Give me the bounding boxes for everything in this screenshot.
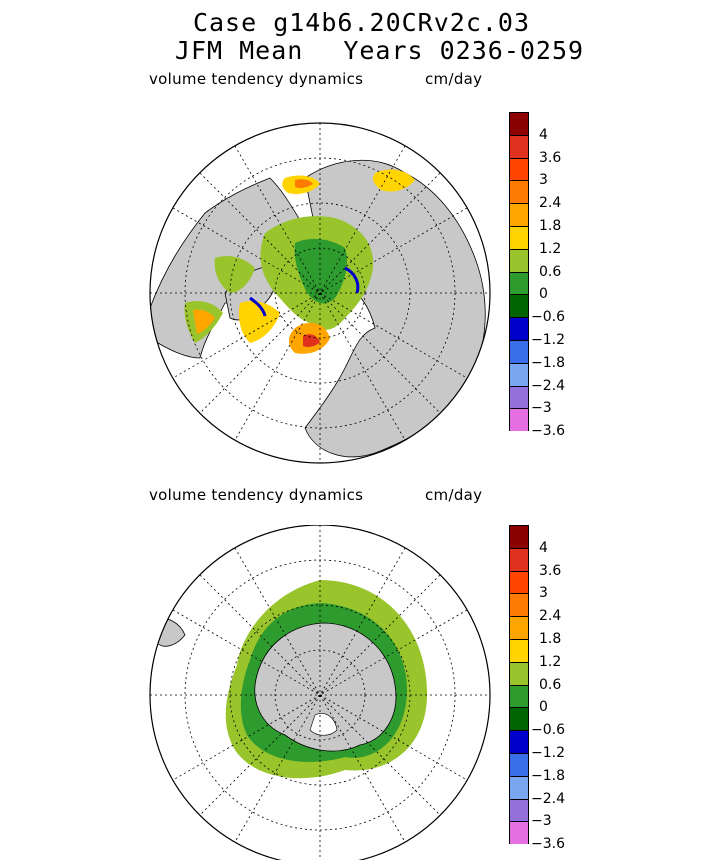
colorbar-label: 3 <box>539 172 548 189</box>
colorbar-label: −0.6 <box>531 722 565 739</box>
colorbar-label: −1.2 <box>531 332 565 348</box>
colorbar-swatch <box>509 638 529 662</box>
colorbar-swatch <box>509 525 529 548</box>
colorbar-swatch <box>509 661 529 685</box>
colorbar-label: 3.6 <box>539 149 562 166</box>
colorbar-swatch <box>509 730 529 753</box>
bering-edge <box>295 179 313 188</box>
north-polar-map <box>149 122 491 464</box>
colorbar-label: 1.8 <box>539 218 562 234</box>
colorbar-label: −1.2 <box>531 745 565 761</box>
colorbar-label: −1.8 <box>531 354 565 371</box>
colorbar-swatch <box>509 775 529 799</box>
colorbar-north: 4 3.6 3 2.4 1.8 1.2 0.6 0 −0.6 −1.2 −1.8 −2.4 −3 −3.6 <box>509 112 565 438</box>
figure-title: Case g14b6.20CRv2c.03 <box>192 8 531 37</box>
antarctica-land <box>254 622 397 752</box>
colorbar-swatch <box>509 225 529 249</box>
colorbar-label: −2.4 <box>531 790 565 807</box>
arctic-ice-dark <box>294 238 347 304</box>
ross-sea-white <box>309 713 338 736</box>
graticule-north <box>150 123 490 463</box>
colorbar-swatch <box>509 317 529 340</box>
colorbar-swatch <box>509 684 529 708</box>
colorbar-label: 0.6 <box>539 263 562 280</box>
colorbar-label: 1.2 <box>539 653 562 670</box>
colorbar-swatch <box>509 134 529 158</box>
colorbar-south: 4 3.6 3 2.4 1.8 1.2 0.6 0 −0.6 −1.2 −1.8 −2.4 −3 −3.6 <box>509 525 565 851</box>
figure-subtitle: JFM Mean Years 0236-0259 <box>18 37 723 65</box>
colorbar-label: 4 <box>539 126 548 143</box>
panel2-units-label: cm/day <box>425 486 483 504</box>
colorbar-label: 1.2 <box>539 240 562 257</box>
okhotsk-ice <box>373 169 415 192</box>
colorbar-label: 4 <box>539 539 548 556</box>
colorbar-swatch <box>509 385 529 409</box>
colorbar-label: 3 <box>539 585 548 602</box>
graticule-south <box>150 525 490 860</box>
colorbar-label: −1.8 <box>531 767 565 784</box>
colorbar-label: 0 <box>539 286 548 303</box>
baffin-ice <box>238 301 280 343</box>
panel1-variable-label: volume tendency dynamics <box>149 70 364 88</box>
colorbar-swatch <box>509 616 529 639</box>
colorbar-label: 2.4 <box>539 608 562 625</box>
colorbar-swatch <box>509 752 529 776</box>
barents-red <box>303 334 320 347</box>
panel1-units-label: cm/day <box>425 70 483 88</box>
colorbar-swatch <box>509 362 529 386</box>
hudson-bay-ice <box>214 256 255 293</box>
colorbar-swatch <box>509 798 529 822</box>
colorbar-label: −3.6 <box>531 423 565 440</box>
years-label: Years 0236-0259 <box>343 36 585 65</box>
colorbar-swatch <box>509 547 529 571</box>
colorbar-label: 1.8 <box>539 631 562 647</box>
panel2-variable-label: volume tendency dynamics <box>149 486 364 504</box>
colorbar-swatch <box>509 180 529 204</box>
colorbar-swatch <box>509 707 529 731</box>
colorbar-swatch <box>509 593 529 617</box>
colorbar-swatch <box>509 112 529 135</box>
colorbar-label: 3.6 <box>539 562 562 579</box>
colorbar-swatch <box>509 203 529 226</box>
colorbar-label: 2.4 <box>539 195 562 212</box>
colorbar-label: −3 <box>531 400 552 417</box>
colorbar-label: 0 <box>539 699 548 716</box>
colorbar-swatch <box>509 248 529 272</box>
colorbar-swatch <box>509 271 529 295</box>
colorbar-swatch <box>509 294 529 318</box>
colorbar-swatch <box>509 339 529 363</box>
colorbar-swatch <box>509 408 529 432</box>
colorbar-label: 0.6 <box>539 676 562 693</box>
colorbar-label: −2.4 <box>531 377 565 394</box>
colorbar-label: −3 <box>531 813 552 830</box>
colorbar-swatch <box>509 157 529 181</box>
blue-edge <box>344 266 360 294</box>
colorbar-swatch <box>509 570 529 594</box>
south-polar-map <box>149 525 491 860</box>
colorbar-label: −0.6 <box>531 309 565 326</box>
labrador-warm <box>193 309 215 334</box>
colorbar-swatch <box>509 821 529 845</box>
season-label: JFM Mean <box>174 36 304 65</box>
blue-edge-2 <box>249 296 267 317</box>
colorbar-label: −3.6 <box>531 836 565 853</box>
